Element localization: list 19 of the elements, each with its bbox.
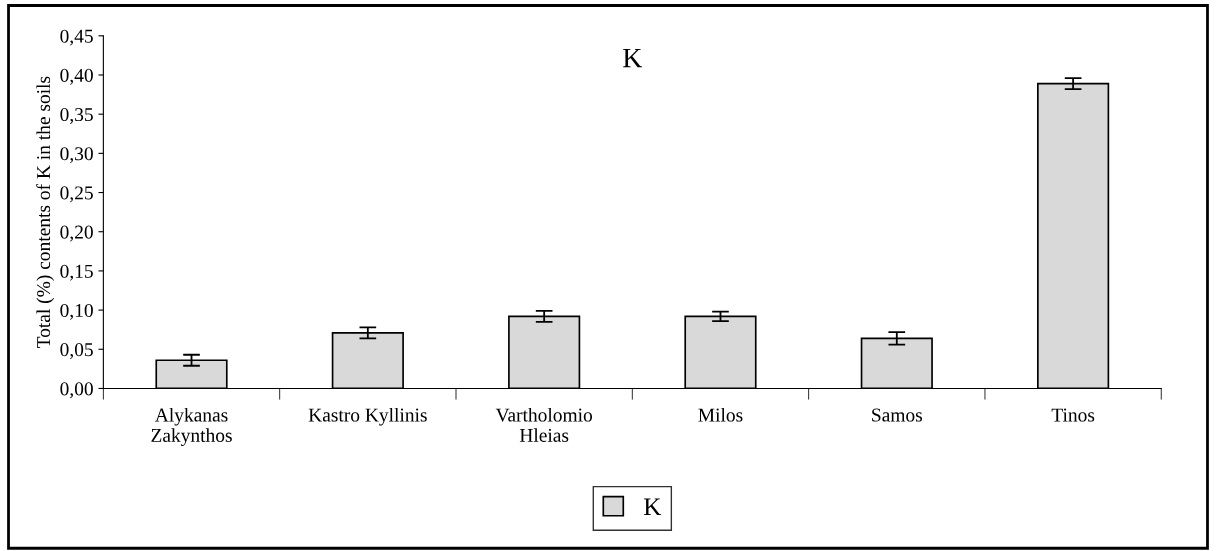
y-tick-label: 0,35 [60,108,93,124]
y-tick-label: 0,15 [60,264,93,281]
y-tick-label: 0,20 [60,225,93,242]
x-tick-label: Samos [872,408,923,422]
x-tick-label: Kastro Kyllinis [308,407,427,426]
x-tick-label: Alykanas Zakynthos [151,407,232,446]
x-tick-label: Milos [698,407,743,422]
y-tick-label: 0,30 [60,147,93,164]
x-tick-label: Vartholomio Hleias [495,407,593,442]
y-tick-label: 0,40 [60,68,93,85]
legend-label: K [644,498,662,515]
y-tick-label: 0,45 [60,29,93,46]
x-tick-label: Tinos [1051,408,1095,422]
chart-title: K [623,48,643,68]
y-tick-label: 0,10 [60,303,93,320]
y-tick-label: 0,25 [60,186,93,203]
y-tick-label: 0,05 [60,343,93,360]
y-axis-title: Total (%) contents of K in the soils [36,76,55,348]
y-tick-label: 0,00 [60,382,93,399]
